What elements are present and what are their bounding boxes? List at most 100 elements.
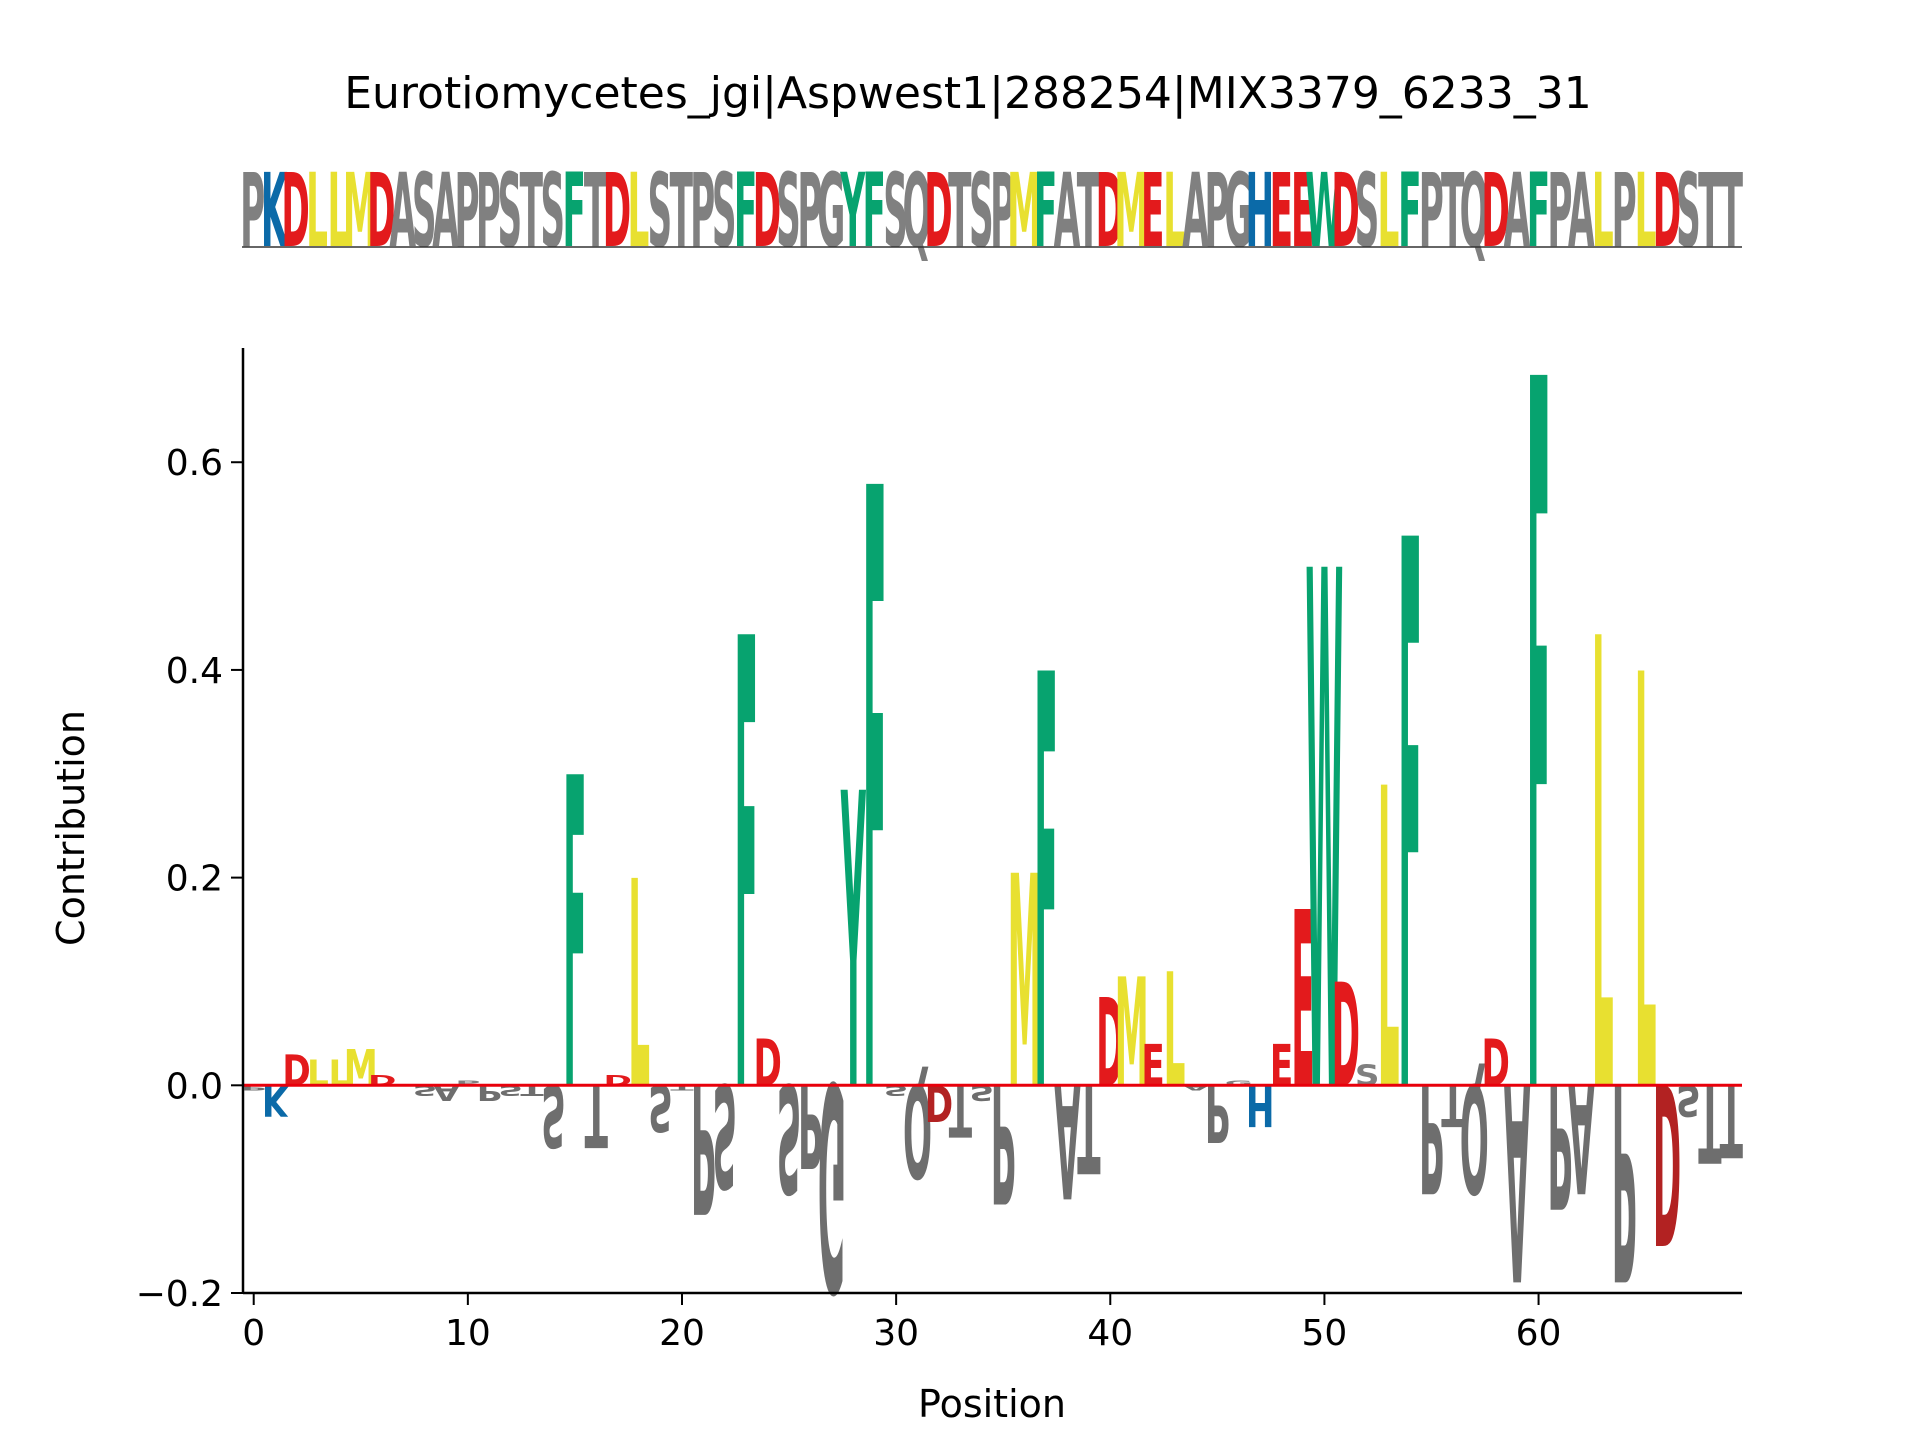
sequence-letter: T [948, 152, 972, 270]
logo-letter: P [455, 1079, 480, 1087]
sequence-letter: L [1635, 152, 1657, 270]
x-tick-label: 30 [873, 1313, 919, 1354]
y-tick-label: 0.6 [166, 443, 223, 484]
logo-letter: D [1332, 955, 1360, 1120]
x-axis-label: Position [918, 1382, 1066, 1426]
logo-letter: P [1419, 1049, 1444, 1224]
sequence-letter: P [797, 152, 822, 270]
sequence-letter: E [1270, 152, 1293, 270]
sequence-letter: A [1568, 152, 1595, 270]
sequence-letter: P [240, 152, 265, 270]
sequence-letter: L [328, 152, 350, 270]
sequence-letter: E [1291, 152, 1314, 270]
sequence-letter: P [1547, 152, 1572, 270]
sequence-letter: P [1612, 152, 1637, 270]
x-tick-label: 20 [659, 1313, 705, 1354]
logo-letter: S [541, 1064, 566, 1162]
logo-letter: T [1077, 1057, 1100, 1197]
sequence-letter: D [367, 152, 395, 270]
x-tick-label: 0 [242, 1313, 265, 1354]
logo-letter: F [735, 512, 758, 1232]
sequence-letter: T [670, 152, 694, 270]
logo-letter: F [1398, 386, 1421, 1263]
x-tick-label: 60 [1516, 1313, 1562, 1354]
y-axis-label: Contribution [49, 710, 93, 946]
logo-letter: L [1592, 512, 1614, 1232]
sequence-letter: T [520, 152, 544, 270]
sequence-letter: D [1331, 152, 1359, 270]
logo-letter: T [1441, 1071, 1464, 1138]
sequence-letter: W [1305, 152, 1343, 270]
sequence-letter: T [584, 152, 608, 270]
logo-letter: M [1008, 814, 1042, 1154]
sequence-letter: F [862, 152, 885, 270]
sequence-letter: P [454, 152, 479, 270]
y-tick-label: −0.2 [136, 1274, 223, 1315]
logo-letter: F [1527, 181, 1550, 1316]
logo-letter: D [1482, 1027, 1510, 1102]
logo-letter: F [1034, 559, 1057, 1221]
logo-letter: E [1141, 1033, 1164, 1100]
logo-letter: S [1676, 1074, 1701, 1124]
sequence-letter: L [1592, 152, 1614, 270]
sequence-letter: D [1481, 152, 1509, 270]
logo-letter: T [1720, 1061, 1743, 1177]
sequence-letter: L [306, 152, 328, 270]
logo-letter: Y [840, 709, 866, 1181]
sequence-letter: S [412, 152, 437, 270]
logo-letter: D [282, 1047, 310, 1097]
sequence-letter: M [343, 152, 377, 270]
x-tick-label: 50 [1302, 1313, 1348, 1354]
sequence-letter: D [924, 152, 952, 270]
sequence-letter: G [817, 152, 845, 270]
logo-letter: M [1115, 946, 1149, 1121]
logo-letter: E [1291, 861, 1314, 1142]
sequence-letter: P [1204, 152, 1229, 270]
logo-letter: M [344, 1040, 378, 1098]
logo-letter: W [1306, 426, 1344, 1254]
logo-letter: A [1568, 1049, 1595, 1224]
logo-letter: D [1096, 974, 1124, 1114]
logo-letter: K [262, 1074, 290, 1124]
sequence-letter: P [690, 152, 715, 270]
logo-letter: E [1270, 1033, 1293, 1100]
sequence-letter: P [1419, 152, 1444, 270]
logo-letter: L [1635, 559, 1657, 1221]
logo-letter: S [1355, 1060, 1380, 1093]
x-tick-label: 40 [1087, 1313, 1133, 1354]
y-tick-label: 0.2 [166, 859, 223, 900]
sequence-letter: P [990, 152, 1015, 270]
logo-letter: F [863, 319, 886, 1280]
sequence-letter: F [562, 152, 585, 270]
sequence-letter: E [1141, 152, 1164, 270]
logo-letter: G [1225, 1079, 1253, 1087]
sequence-letter: D [1096, 152, 1124, 270]
logo-letter: D [1653, 1032, 1681, 1288]
logo-letter: F [563, 691, 586, 1187]
sequence-letter: F [1398, 152, 1421, 270]
sequence-letter: L [1163, 152, 1185, 270]
logo-letter: A [1183, 1084, 1209, 1092]
sequence-letter: Q [902, 152, 931, 270]
logo-letter: P [798, 1058, 823, 1191]
sequence-letter: S [1355, 152, 1380, 270]
logo-letter: D [753, 1027, 781, 1102]
sequence-letter: F [1034, 152, 1057, 270]
sequence-letter: A [432, 152, 459, 270]
sequence-letter: S [712, 152, 737, 270]
logo-letter: S [713, 1051, 738, 1216]
logo-letter: L [1164, 940, 1186, 1122]
logo-letter: P [691, 1042, 716, 1249]
sequence-letter: H [1246, 152, 1275, 270]
sequence-letter: G [1224, 152, 1252, 270]
logo-letter: A [1504, 1021, 1530, 1335]
logo-letter: P [241, 1084, 266, 1092]
logo-letter: S [648, 1069, 673, 1144]
logo-letter: T [1698, 1060, 1721, 1185]
logo-letter: P [1547, 1044, 1572, 1242]
sequence-letter: F [734, 152, 757, 270]
